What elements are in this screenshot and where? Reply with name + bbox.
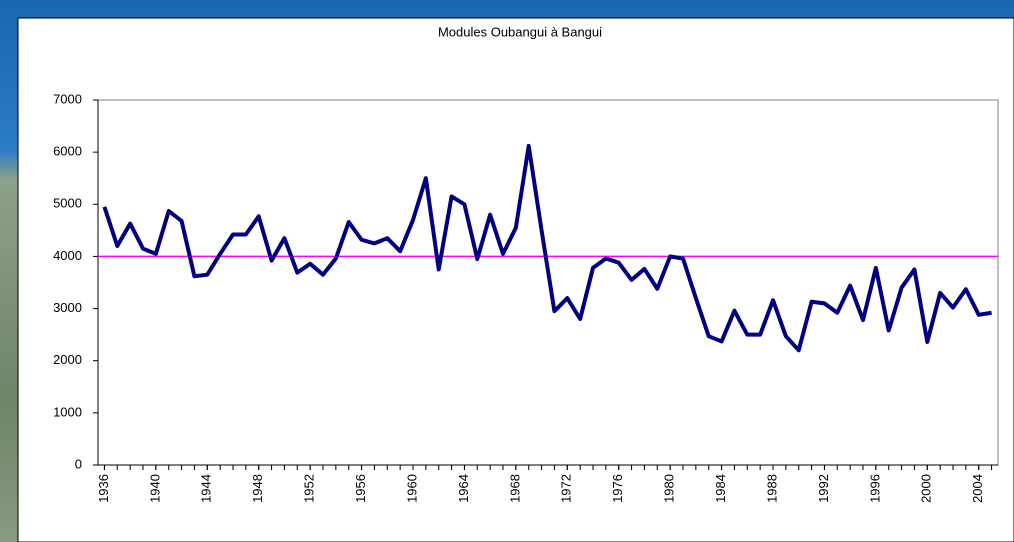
x-tick-label: 1944 [199, 474, 214, 503]
x-tick-label: 1936 [96, 474, 111, 503]
page: Modules Oubangui à Bangui 0 1000 2000 3000 4… [0, 0, 1014, 542]
chart-panel [18, 18, 1014, 542]
x-tick-label: 1984 [713, 474, 728, 503]
x-tick-label: 2000 [919, 474, 934, 503]
x-tick-label: 1948 [250, 474, 265, 503]
y-tick-label: 0 [75, 456, 82, 471]
x-tick-label: 1940 [147, 474, 162, 503]
y-tick-label: 7000 [53, 91, 82, 106]
x-tick-label: 1988 [764, 474, 779, 503]
chart-title: Modules Oubangui à Bangui [438, 24, 602, 39]
y-tick-label: 4000 [53, 248, 82, 263]
chart: Modules Oubangui à Bangui 0 1000 2000 3000 4… [0, 0, 1014, 542]
x-tick-label: 1976 [610, 474, 625, 503]
y-tick-label: 1000 [53, 404, 82, 419]
x-tick-label: 1956 [353, 474, 368, 503]
x-tick-label: 1992 [816, 474, 831, 503]
x-tick-label: 1972 [559, 474, 574, 503]
x-tick-label: 1968 [507, 474, 522, 503]
y-tick-label: 3000 [53, 300, 82, 315]
x-tick-label: 2004 [970, 474, 985, 503]
x-tick-label: 1996 [867, 474, 882, 503]
x-tick-label: 1964 [456, 474, 471, 503]
x-tick-label: 1980 [662, 474, 677, 503]
x-tick-label: 1960 [404, 474, 419, 503]
x-tick-label: 1952 [302, 474, 317, 503]
y-tick-label: 2000 [53, 352, 82, 367]
y-tick-label: 5000 [53, 196, 82, 211]
y-tick-label: 6000 [53, 144, 82, 159]
